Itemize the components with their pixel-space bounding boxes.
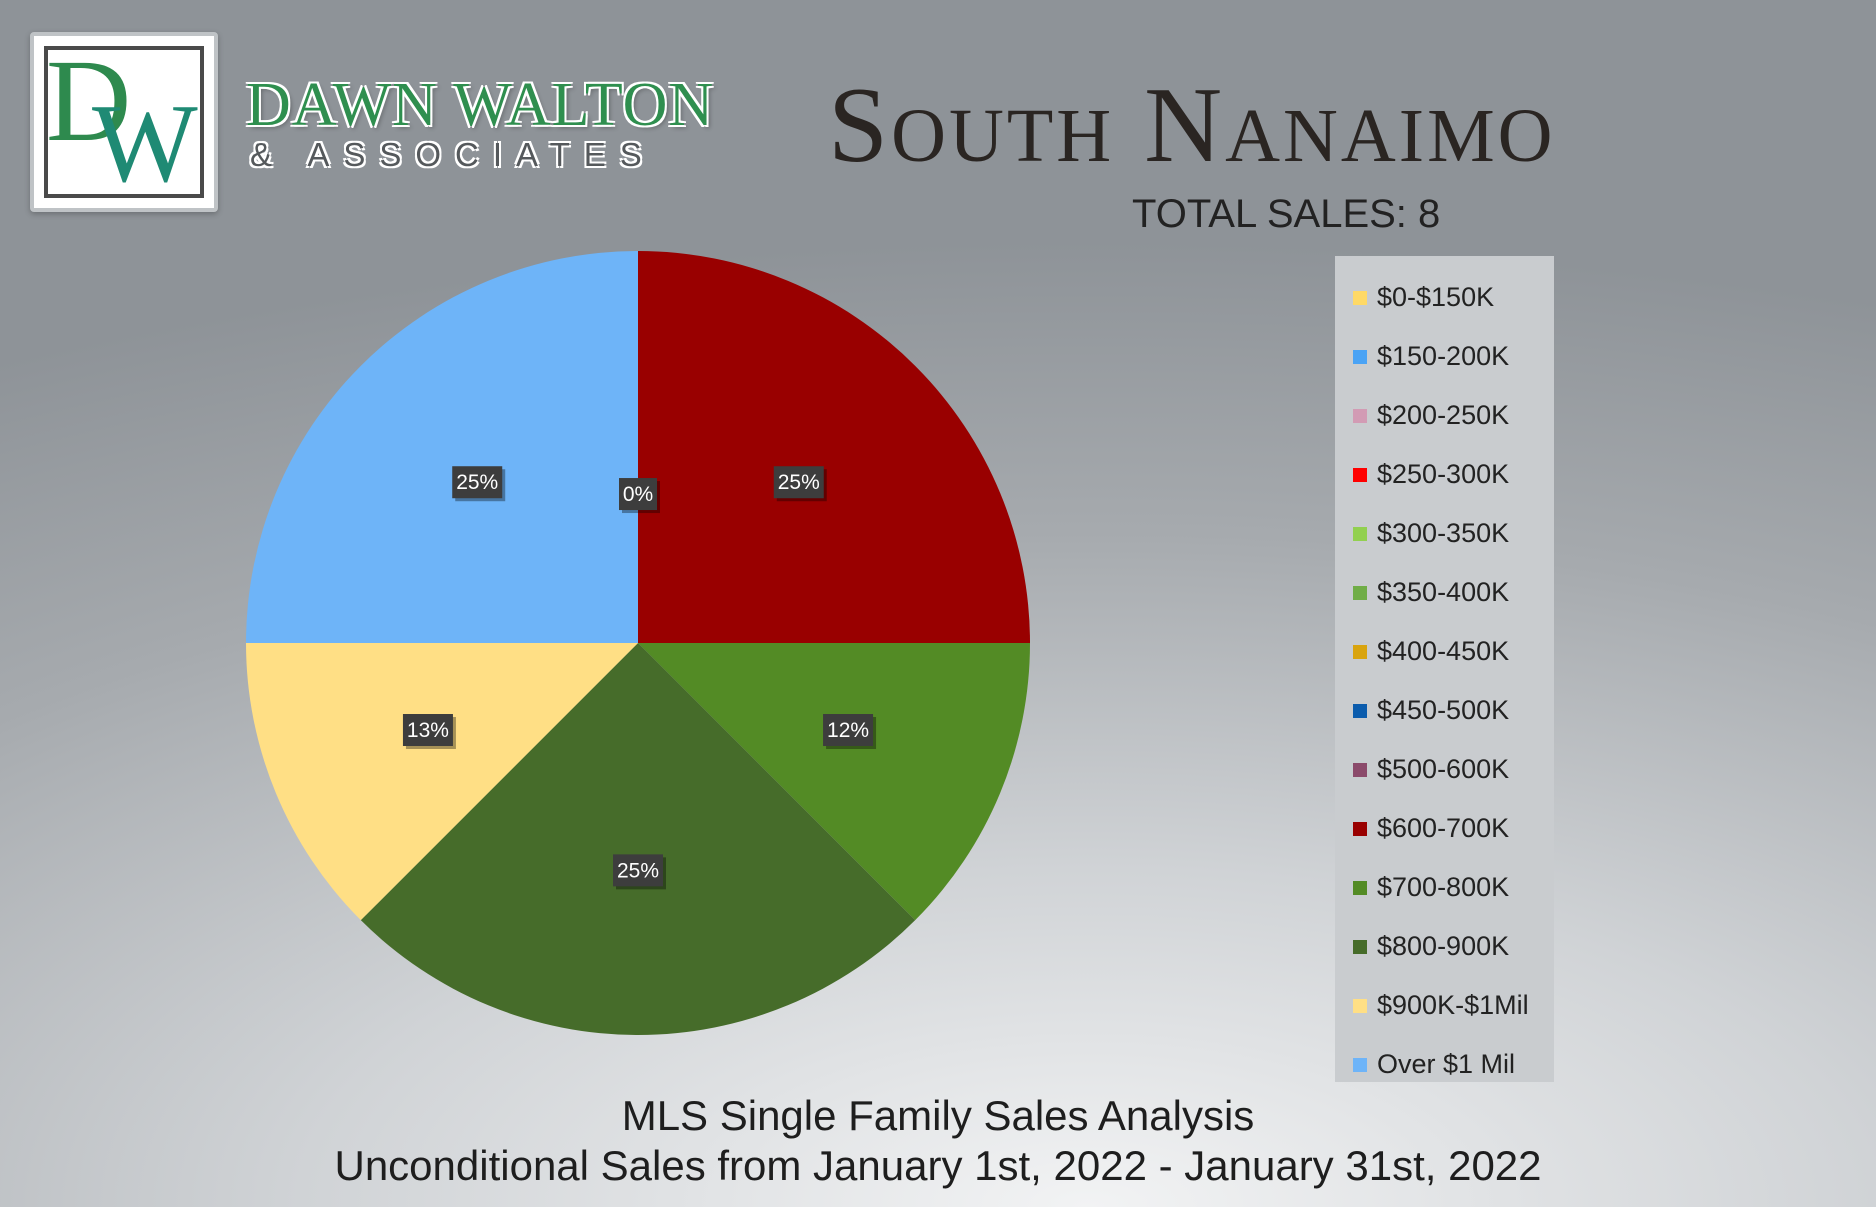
legend-swatch xyxy=(1353,408,1367,423)
legend-item-0-150k: $0-$150K xyxy=(1335,268,1554,327)
data-label-text: 25% xyxy=(778,471,820,494)
pie-slice-700-800k xyxy=(638,643,1030,921)
legend-item-800-900k: $800-900K xyxy=(1335,917,1554,976)
legend-item-150-200k: $150-200K xyxy=(1335,327,1554,386)
legend-swatch xyxy=(1353,349,1367,364)
page-title: South Nanaimo xyxy=(828,66,1556,185)
data-label-text: 13% xyxy=(407,719,449,742)
legend-label: $0-$150K xyxy=(1377,282,1495,312)
data-label-800-900k: 25% xyxy=(613,854,666,890)
logo: D W xyxy=(30,32,218,212)
legend-label: $200-250K xyxy=(1377,400,1510,430)
brand-name: DAWN WALTON xyxy=(246,71,715,139)
data-label-700-800k: 12% xyxy=(823,714,877,750)
legend-label: $900K-$1Mil xyxy=(1377,990,1529,1020)
legend-swatch xyxy=(1353,880,1367,895)
brand-subtitle: & ASSOCIATES xyxy=(250,136,656,173)
data-label-600-700k: 25% xyxy=(773,466,827,502)
logo-letter-w: W xyxy=(92,82,198,206)
legend-label: $800-900K xyxy=(1377,931,1510,961)
legend-item-500-600k: $500-600K xyxy=(1335,740,1554,799)
legend-item-250-300k: $250-300K xyxy=(1335,445,1554,504)
legend-item-200-250k: $200-250K xyxy=(1335,386,1554,445)
legend-label: $300-350K xyxy=(1377,518,1510,548)
legend-label: $700-800K xyxy=(1377,872,1510,902)
pie-slice-900k-1mil xyxy=(246,643,638,921)
pie-slice-over-1-mil xyxy=(246,251,638,643)
legend-label: $150-200K xyxy=(1377,341,1510,371)
footer-title: MLS Single Family Sales Analysis xyxy=(621,1092,1255,1139)
data-label-500-600k: 0% xyxy=(619,478,660,514)
data-label-text: 25% xyxy=(456,471,498,494)
legend-item-900k-1mil: $900K-$1Mil xyxy=(1335,976,1554,1035)
legend-item-350-400k: $350-400K xyxy=(1335,563,1554,622)
legend-item-400-450k: $400-450K xyxy=(1335,622,1554,681)
legend-label: $250-300K xyxy=(1377,459,1510,489)
total-sales: TOTAL SALES: 8 xyxy=(1132,192,1441,236)
legend-swatch xyxy=(1353,585,1367,600)
legend-label: $500-600K xyxy=(1377,754,1510,784)
data-label-text: 12% xyxy=(827,719,869,742)
data-label-over-1-mil: 25% xyxy=(452,466,506,502)
legend-swatch xyxy=(1353,467,1367,482)
legend-label: Over $1 Mil xyxy=(1377,1049,1516,1079)
logo-frame xyxy=(44,46,204,198)
legend-label: $400-450K xyxy=(1377,636,1510,666)
legend-item-300-350k: $300-350K xyxy=(1335,504,1554,563)
data-label-900k-1mil: 13% xyxy=(402,714,456,750)
legend-swatch xyxy=(1353,939,1367,954)
legend-swatch xyxy=(1353,821,1367,836)
pie-slice-800-900k xyxy=(360,643,916,1035)
legend-swatch xyxy=(1353,1057,1367,1072)
legend-item-over-1-mil: Over $1 Mil xyxy=(1335,1035,1554,1094)
data-label-text: 25% xyxy=(617,859,659,882)
chart-legend: $0-$150K $150-200K $200-250K $250-300K $300-… xyxy=(1335,256,1554,1082)
legend-swatch xyxy=(1353,762,1367,777)
legend-swatch xyxy=(1353,998,1367,1013)
legend-swatch xyxy=(1353,644,1367,659)
footer-date-range: Unconditional Sales from January 1st, 20… xyxy=(334,1142,1542,1189)
legend-swatch xyxy=(1353,703,1367,718)
legend-item-700-800k: $700-800K xyxy=(1335,858,1554,917)
pie-slice-600-700k xyxy=(638,251,1030,643)
legend-swatch xyxy=(1353,526,1367,541)
legend-label: $350-400K xyxy=(1377,577,1510,607)
legend-item-600-700k: $600-700K xyxy=(1335,799,1554,858)
data-label-text: 0% xyxy=(623,483,653,506)
legend-label: $600-700K xyxy=(1377,813,1510,843)
legend-item-450-500k: $450-500K xyxy=(1335,681,1554,740)
legend-swatch xyxy=(1353,290,1367,305)
legend-label: $450-500K xyxy=(1377,695,1510,725)
logo-letter-d: D xyxy=(46,35,132,166)
